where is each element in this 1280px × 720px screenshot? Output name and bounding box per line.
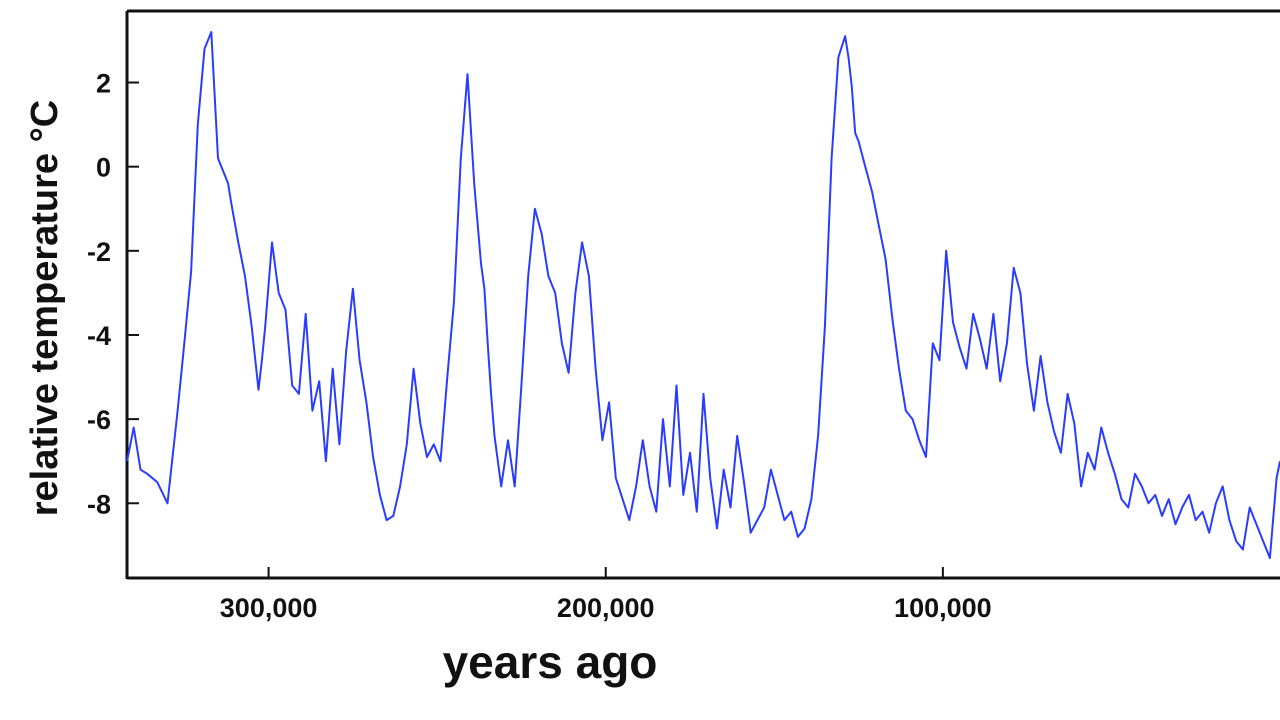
y-tick-label: -8 bbox=[87, 489, 111, 519]
y-tick-label: -4 bbox=[87, 321, 111, 351]
x-tick-label: 100,000 bbox=[894, 593, 992, 623]
x-axis-ticks: 300,000 200,000 100,000 bbox=[220, 567, 992, 623]
x-axis-label: years ago bbox=[443, 636, 658, 688]
x-tick-label: 200,000 bbox=[557, 593, 655, 623]
y-axis-ticks: 2 0 -2 -4 -6 -8 bbox=[87, 69, 139, 519]
y-tick-label: -6 bbox=[87, 405, 111, 435]
temperature-series-line bbox=[126, 31, 1280, 559]
plot-frame bbox=[125, 9, 1280, 580]
y-tick-label: 0 bbox=[96, 153, 111, 183]
x-tick-label: 300,000 bbox=[220, 593, 318, 623]
y-tick-label: 2 bbox=[96, 69, 111, 99]
y-axis-label: relative temperature °C bbox=[24, 100, 66, 516]
y-tick-label: -2 bbox=[87, 237, 111, 267]
